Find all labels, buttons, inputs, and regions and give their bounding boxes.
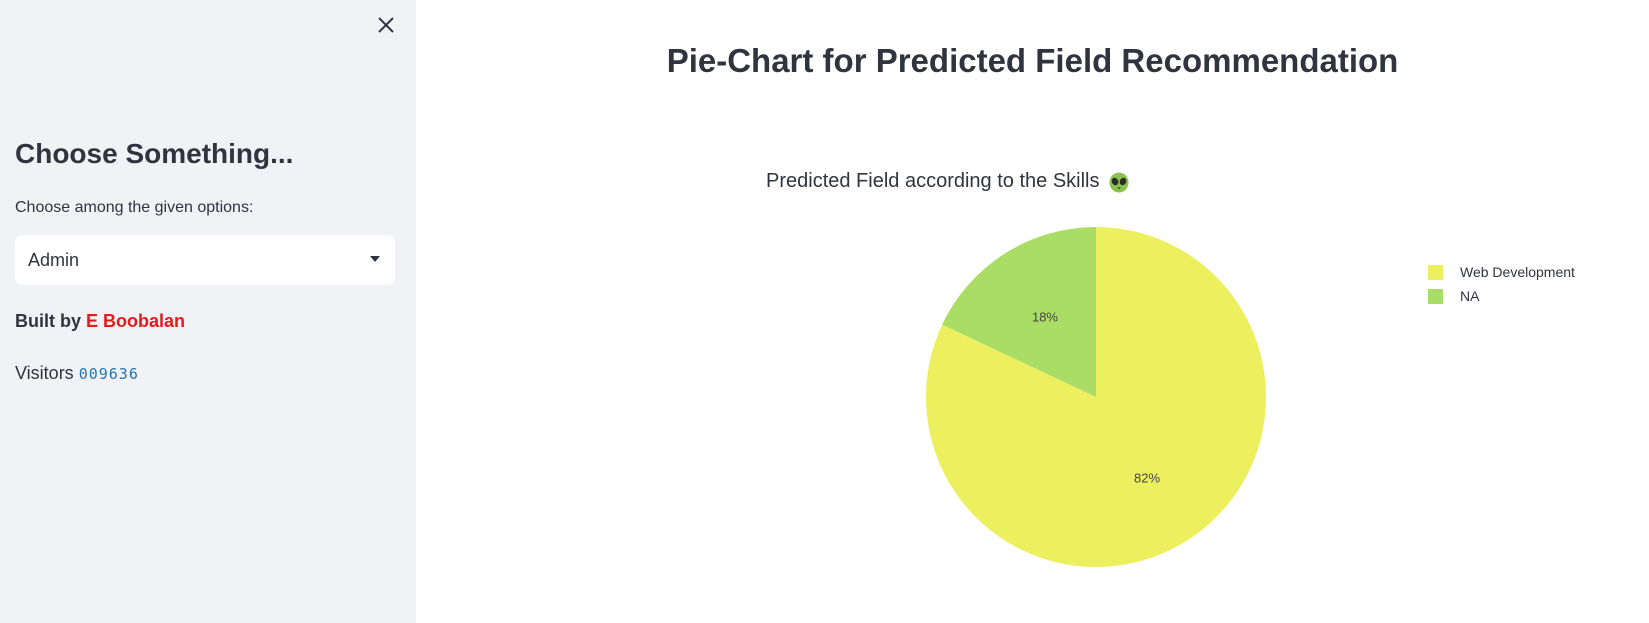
chart-title-text: Predicted Field according to the Skills bbox=[766, 170, 1100, 192]
chevron-down-icon bbox=[370, 256, 380, 262]
built-by-text: Built by E Boobalan bbox=[15, 311, 185, 332]
pie-slice-label: 82% bbox=[1134, 470, 1160, 485]
alien-icon bbox=[1109, 172, 1128, 192]
role-select[interactable]: Admin bbox=[15, 235, 395, 285]
legend-item[interactable]: NA bbox=[1428, 284, 1575, 308]
close-icon bbox=[378, 17, 394, 33]
close-sidebar-button[interactable] bbox=[372, 11, 400, 39]
legend-swatch bbox=[1428, 264, 1443, 280]
select-value: Admin bbox=[28, 249, 80, 270]
legend-item[interactable]: Web Development bbox=[1428, 260, 1575, 284]
sidebar: Choose Something... Choose among the giv… bbox=[0, 0, 416, 623]
visitors-counter: Visitors 009636 bbox=[15, 363, 139, 384]
visitors-label: Visitors bbox=[15, 363, 79, 383]
pie-slice-label: 18% bbox=[1032, 310, 1058, 325]
sidebar-heading: Choose Something... bbox=[15, 138, 294, 169]
page-title: Pie-Chart for Predicted Field Recommenda… bbox=[666, 42, 1399, 79]
pie-slice[interactable] bbox=[942, 227, 1096, 397]
chart-legend: Web Development NA bbox=[1428, 260, 1575, 308]
pie-chart: 82% 18% Predicted Field according to the … bbox=[740, 160, 1620, 623]
pie-chart-svg: 82% 18% bbox=[926, 227, 1266, 567]
built-by-prefix: Built by bbox=[15, 311, 86, 331]
select-label: Choose among the given options: bbox=[15, 199, 254, 216]
author-link[interactable]: E Boobalan bbox=[86, 311, 186, 331]
visitors-count: 009636 bbox=[78, 365, 139, 383]
chart-title: Predicted Field according to the Skills bbox=[766, 170, 1130, 193]
legend-swatch bbox=[1428, 288, 1443, 304]
legend-label: Web Development bbox=[1460, 264, 1575, 280]
legend-label: NA bbox=[1460, 288, 1480, 304]
